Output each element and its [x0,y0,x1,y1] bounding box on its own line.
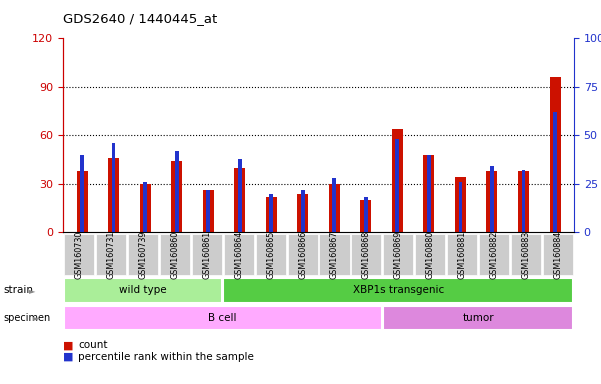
Text: percentile rank within the sample: percentile rank within the sample [78,352,254,362]
Text: GSM160866: GSM160866 [298,230,307,278]
Bar [395,139,399,232]
Text: count: count [78,340,108,350]
Bar [171,161,182,232]
Bar [518,171,529,232]
Text: XBP1s transgenic: XBP1s transgenic [353,285,444,295]
Text: specimen: specimen [3,313,50,323]
Text: strain: strain [3,285,33,295]
Text: GSM160861: GSM160861 [203,230,212,278]
Bar [301,190,305,232]
Bar [427,155,431,232]
Bar [459,182,462,232]
Bar [139,184,151,232]
Text: GSM160865: GSM160865 [266,230,275,278]
Bar [112,143,115,232]
Text: tumor: tumor [462,313,494,323]
Text: GSM160739: GSM160739 [138,230,147,279]
Text: wild type: wild type [119,285,166,295]
Text: ►: ► [33,313,40,323]
Bar [490,166,494,232]
Bar [203,190,214,232]
Text: GSM160860: GSM160860 [170,230,179,278]
Text: GSM160867: GSM160867 [330,230,339,278]
Text: GSM160882: GSM160882 [490,230,499,278]
Bar [76,171,88,232]
Text: GSM160881: GSM160881 [458,230,467,278]
Text: ■: ■ [63,352,73,362]
Bar [143,182,147,232]
Bar [455,177,466,232]
Bar [80,155,84,232]
Bar [364,197,368,232]
Bar [206,190,210,232]
Bar [392,129,403,232]
Text: GSM160883: GSM160883 [522,230,531,278]
Text: ►: ► [29,286,35,295]
Text: B cell: B cell [209,313,237,323]
Text: ■: ■ [63,340,73,350]
Bar [329,184,340,232]
Text: GSM160730: GSM160730 [75,230,84,278]
Text: GSM160884: GSM160884 [554,230,563,278]
Bar [522,170,525,232]
Bar [361,200,371,232]
Text: GSM160731: GSM160731 [106,230,115,278]
Text: GSM160864: GSM160864 [234,230,243,278]
Bar [297,194,308,232]
Bar [332,178,336,232]
Bar [553,112,557,232]
Bar [269,194,273,232]
Text: GSM160880: GSM160880 [426,230,435,278]
Bar [266,197,276,232]
Bar [549,77,561,232]
Bar [423,155,435,232]
Bar [175,151,178,232]
Bar [486,171,498,232]
Text: GDS2640 / 1440445_at: GDS2640 / 1440445_at [63,12,218,25]
Bar [108,158,119,232]
Bar [238,159,242,232]
Bar [234,168,245,232]
Text: GSM160868: GSM160868 [362,230,371,278]
Text: GSM160869: GSM160869 [394,230,403,278]
